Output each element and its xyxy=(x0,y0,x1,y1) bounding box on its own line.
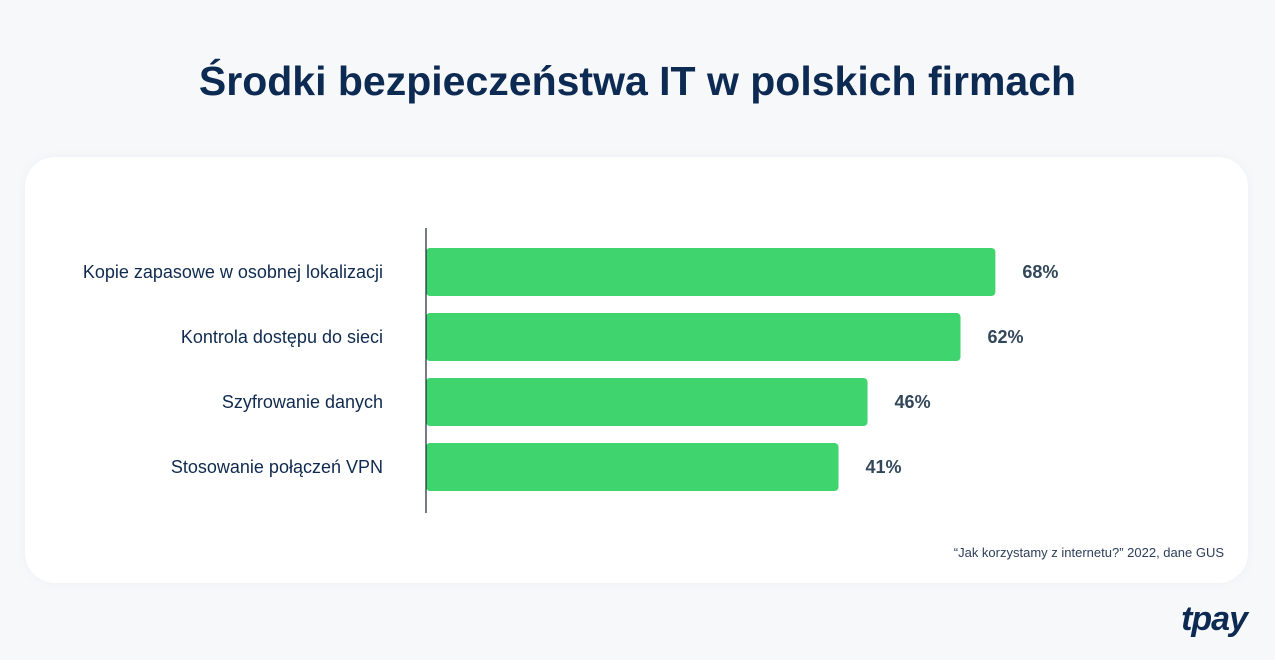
source-note: “Jak korzystamy z internetu?” 2022, dane… xyxy=(953,545,1224,560)
category-label: Kontrola dostępu do sieci xyxy=(181,327,383,347)
value-label: 62% xyxy=(988,327,1024,347)
category-label: Szyfrowanie danych xyxy=(222,392,383,412)
chart-title: Środki bezpieczeństwa IT w polskich firm… xyxy=(198,58,1077,104)
category-label: Kopie zapasowe w osobnej lokalizacji xyxy=(83,262,383,282)
tpay-logo: tpay xyxy=(1181,600,1248,638)
value-label: 46% xyxy=(895,392,931,412)
bar xyxy=(426,248,996,296)
value-label: 41% xyxy=(866,457,902,477)
category-label: Stosowanie połączeń VPN xyxy=(171,457,383,477)
bar xyxy=(426,313,961,361)
value-label: 68% xyxy=(1022,262,1058,282)
bar xyxy=(426,378,868,426)
bar xyxy=(426,443,839,491)
chart-card xyxy=(25,157,1248,583)
